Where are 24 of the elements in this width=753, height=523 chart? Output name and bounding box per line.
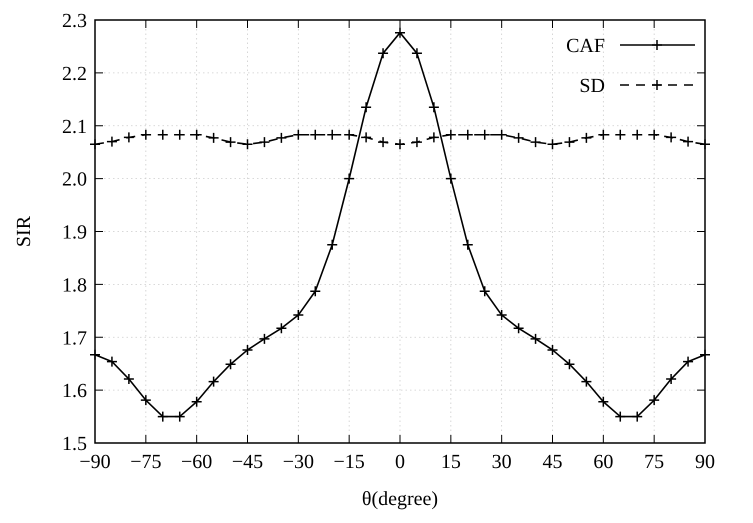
x-tick-label: 0: [395, 451, 405, 473]
y-tick-label: 1.9: [62, 222, 87, 244]
x-tick-label: 30: [492, 451, 512, 473]
y-tick-label: 2.0: [62, 168, 87, 191]
legend-label: CAF: [566, 35, 605, 57]
x-tick-label: −30: [282, 451, 314, 473]
x-tick-label: −45: [232, 451, 264, 473]
x-tick-label: −15: [334, 451, 365, 473]
y-tick-label: 1.7: [62, 327, 87, 350]
y-tick-label: 2.2: [62, 62, 87, 85]
legend-label: SD: [579, 75, 605, 97]
x-tick-label: −60: [181, 451, 212, 473]
y-axis-title: SIR: [13, 215, 35, 248]
y-tick-label: 2.3: [62, 10, 87, 32]
x-tick-label: 45: [542, 451, 562, 473]
y-tick-label: 2.1: [62, 116, 87, 138]
x-tick-label: 90: [695, 451, 715, 473]
x-tick-label: 60: [593, 451, 614, 473]
x-axis-title: θ(degree): [362, 488, 438, 510]
x-tick-label: −75: [130, 451, 162, 473]
y-tick-label: 1.6: [62, 380, 87, 402]
y-tick-label: 1.8: [62, 274, 87, 296]
x-tick-label: 15: [440, 451, 461, 473]
x-tick-label: 75: [644, 451, 664, 473]
